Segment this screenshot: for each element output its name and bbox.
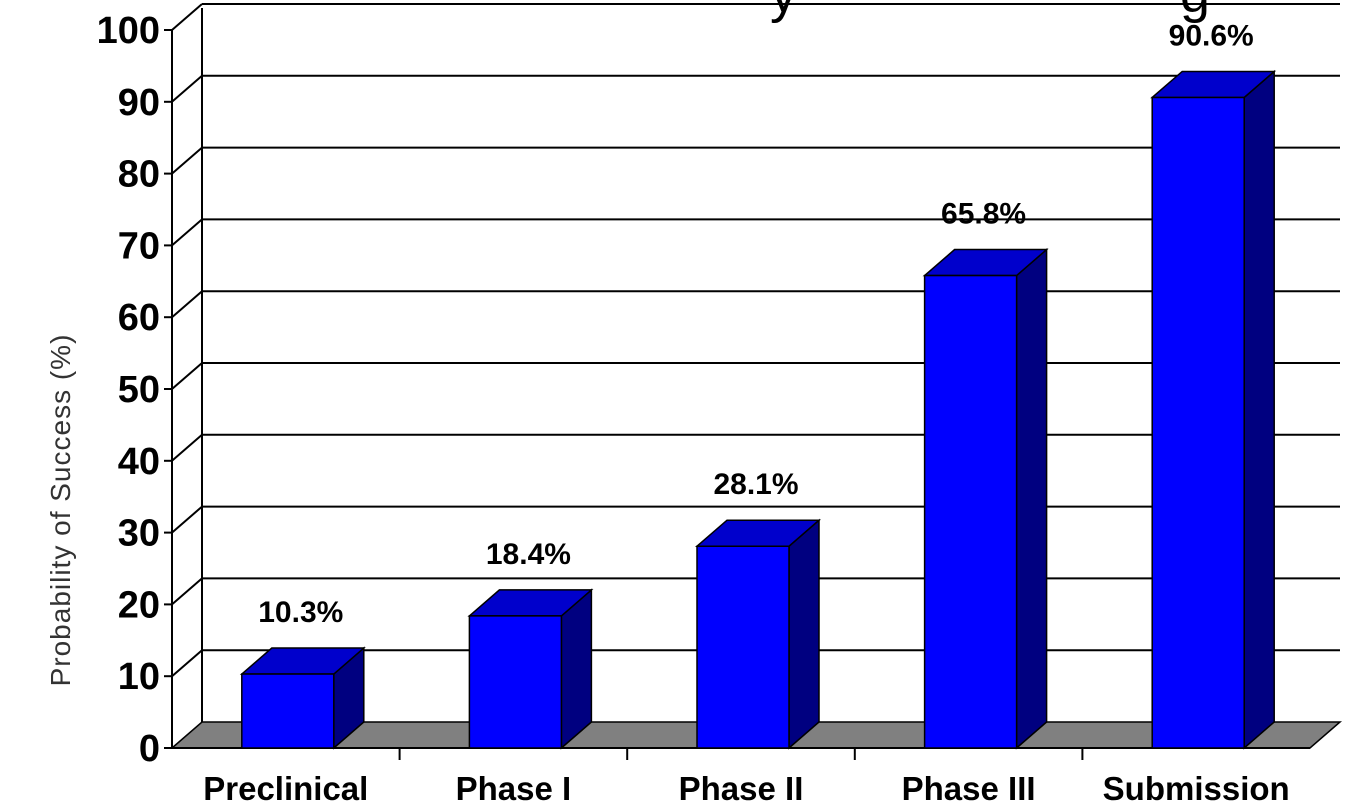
y-tick-label: 10: [118, 656, 160, 698]
grid-diagonal: [171, 649, 203, 677]
y-tick-label: 20: [118, 584, 160, 626]
y-tick-label: 100: [97, 10, 160, 52]
grid-diagonal: [171, 577, 203, 606]
y-axis-title: Probability of Success (%): [45, 334, 76, 687]
grid-diagonal: [171, 75, 203, 103]
bar-front-face: [241, 673, 335, 749]
category-label: Phase I: [456, 770, 572, 807]
grid-diagonal: [171, 434, 203, 462]
y-tick-label: 50: [118, 369, 160, 411]
category-label: Phase III: [902, 770, 1036, 807]
y-tick-label: 90: [118, 82, 160, 124]
category-label: Preclinical: [203, 770, 368, 807]
data-label: 65.8%: [941, 198, 1026, 231]
y-tick-label: 0: [139, 728, 160, 770]
bar-2: [467, 588, 594, 750]
grid-diagonal: [171, 362, 203, 390]
y-tick-label: 70: [118, 225, 160, 267]
category-label: Submission: [1103, 770, 1290, 807]
y-tick-label: 60: [118, 297, 160, 339]
y-tick-label: 40: [118, 441, 160, 483]
bar-5: [1150, 69, 1277, 750]
x-axis-categories: Preclinical Phase I Phase II Phase III Submi…: [203, 748, 1290, 807]
bar-3: [694, 518, 822, 750]
y-tick-label: 30: [118, 513, 160, 555]
bar-side-face: [560, 588, 593, 750]
data-label: 28.1%: [713, 468, 798, 501]
bar-side-face: [788, 518, 820, 750]
bar-4: [922, 247, 1049, 750]
bar-1: [239, 646, 366, 750]
data-label: 90.6%: [1169, 19, 1254, 52]
category-label: Phase II: [679, 770, 804, 807]
data-label: 18.4%: [486, 538, 571, 571]
grid-diagonal: [171, 505, 203, 534]
bar-front-face: [696, 545, 790, 749]
bar-front-face: [923, 274, 1018, 749]
bar-front-face: [1151, 96, 1245, 749]
grid-diagonal: [171, 290, 203, 318]
grid-diagonal: [171, 146, 203, 175]
grid-diagonal: [171, 218, 203, 247]
data-labels: 10.3% 18.4% 28.1% 65.8% 90.6%: [258, 19, 1253, 629]
grid-diagonal: [171, 3, 203, 31]
bar-front-face: [468, 615, 563, 749]
bar-side-face: [1243, 69, 1275, 750]
bar-side-face: [1015, 247, 1048, 750]
bars: [239, 69, 1277, 750]
data-label: 10.3%: [258, 596, 343, 629]
y-tick-label: 80: [118, 154, 160, 196]
